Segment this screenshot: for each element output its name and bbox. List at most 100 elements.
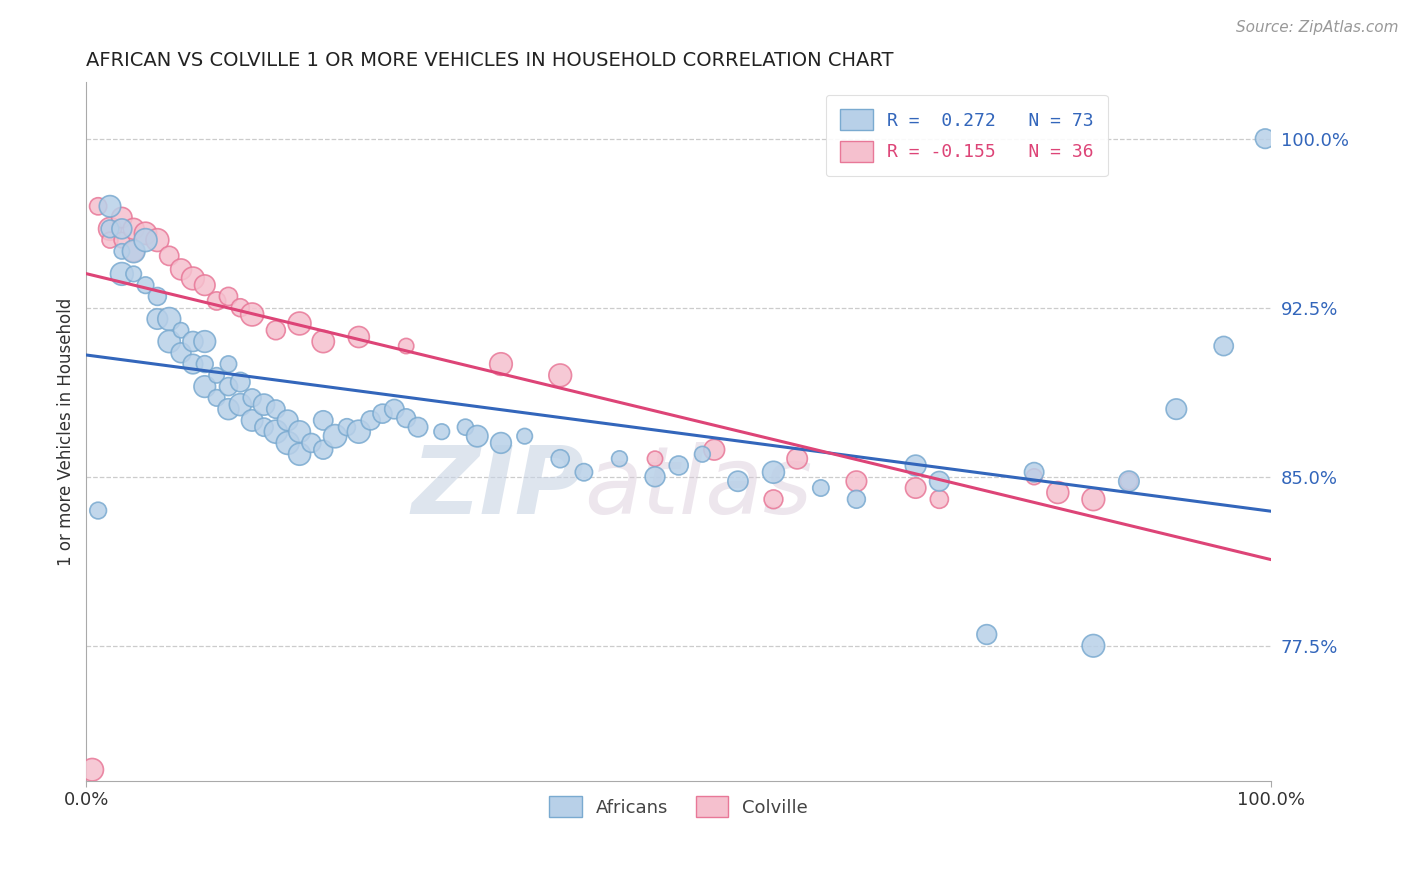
Point [111,211,134,225]
Point [122,244,145,259]
Point [111,244,134,259]
Point [703,442,725,457]
Point [347,330,370,344]
Point [1118,475,1140,489]
Point [87,503,110,517]
Point [82,763,104,777]
Point [762,492,785,507]
Point [170,323,193,337]
Point [928,492,950,507]
Point [430,425,453,439]
Point [111,222,134,236]
Point [1254,131,1277,145]
Point [382,402,405,417]
Point [217,357,239,371]
Point [157,334,180,349]
Point [1046,485,1069,500]
Point [347,425,370,439]
Point [98,233,121,247]
Point [644,451,666,466]
Point [288,447,311,461]
Point [240,413,263,427]
Point [181,271,204,285]
Point [513,429,536,443]
Point [548,368,571,383]
Point [98,199,121,213]
Point [845,492,868,507]
Point [146,312,169,326]
Point [111,267,134,281]
Point [371,407,394,421]
Point [489,357,512,371]
Point [205,293,228,308]
Point [205,368,228,383]
Point [253,420,276,434]
Point [264,425,287,439]
Point [976,627,998,641]
Point [98,222,121,236]
Point [194,357,217,371]
Point [312,442,335,457]
Point [146,289,169,303]
Point [229,301,252,315]
Point [277,413,299,427]
Point [194,278,217,293]
Point [194,379,217,393]
Text: AFRICAN VS COLVILLE 1 OR MORE VEHICLES IN HOUSEHOLD CORRELATION CHART: AFRICAN VS COLVILLE 1 OR MORE VEHICLES I… [86,51,894,70]
Point [609,451,631,466]
Point [122,222,145,236]
Point [135,278,157,293]
Point [240,391,263,405]
Point [170,262,193,277]
Point [1024,465,1046,479]
Point [810,481,832,495]
Point [217,289,239,303]
Point [692,447,714,461]
Text: Source: ZipAtlas.com: Source: ZipAtlas.com [1236,20,1399,35]
Point [299,436,322,450]
Point [170,346,193,360]
Point [205,391,228,405]
Point [122,244,145,259]
Point [1118,475,1140,489]
Point [406,420,429,434]
Point [288,425,311,439]
Point [572,465,595,479]
Point [762,465,785,479]
Point [217,402,239,417]
Point [288,317,311,331]
Point [323,429,346,443]
Point [465,429,488,443]
Point [264,402,287,417]
Point [217,379,239,393]
Point [157,249,180,263]
Point [229,375,252,389]
Point [928,475,950,489]
Point [786,451,808,466]
Point [489,436,512,450]
Point [360,413,382,427]
Point [454,420,477,434]
Point [194,334,217,349]
Point [277,436,299,450]
Point [312,334,335,349]
Point [336,420,359,434]
Text: ZIP: ZIP [411,442,583,533]
Point [845,475,868,489]
Point [1083,492,1105,507]
Point [395,411,418,425]
Point [181,334,204,349]
Text: atlas: atlas [583,442,813,533]
Point [1212,339,1234,353]
Point [264,323,287,337]
Point [146,233,169,247]
Point [1166,402,1188,417]
Point [668,458,690,473]
Point [240,308,263,322]
Point [548,451,571,466]
Point [181,357,204,371]
Point [644,469,666,483]
Legend: Africans, Colville: Africans, Colville [541,789,815,824]
Point [1083,639,1105,653]
Point [135,233,157,247]
